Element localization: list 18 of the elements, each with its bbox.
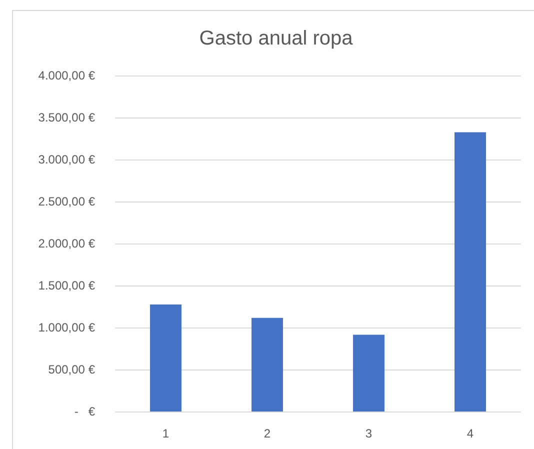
y-tick-label: 500,00 € [48, 362, 96, 376]
bar [454, 132, 486, 412]
x-tick-label: 4 [466, 426, 474, 441]
x-tick-label: 2 [264, 426, 271, 441]
bar [353, 334, 384, 412]
y-tick-label: 3.000,00 € [38, 152, 96, 166]
x-tick-label: 1 [162, 426, 170, 441]
y-tick-label: 2.500,00 € [38, 194, 96, 208]
y-tick-label: 1.000,00 € [38, 320, 96, 334]
y-tick-label: 3.500,00 € [38, 110, 96, 124]
chart-title: Gasto anual ropa [199, 28, 354, 50]
bar [252, 318, 283, 412]
x-tick-label: 3 [365, 426, 372, 441]
y-tick-label: 1.500,00 € [38, 278, 96, 292]
bar [150, 304, 182, 412]
y-tick-label: 2.000,00 € [38, 236, 96, 250]
y-tick-label: - € [74, 404, 96, 418]
y-tick-label: 4.000,00 € [38, 68, 96, 82]
